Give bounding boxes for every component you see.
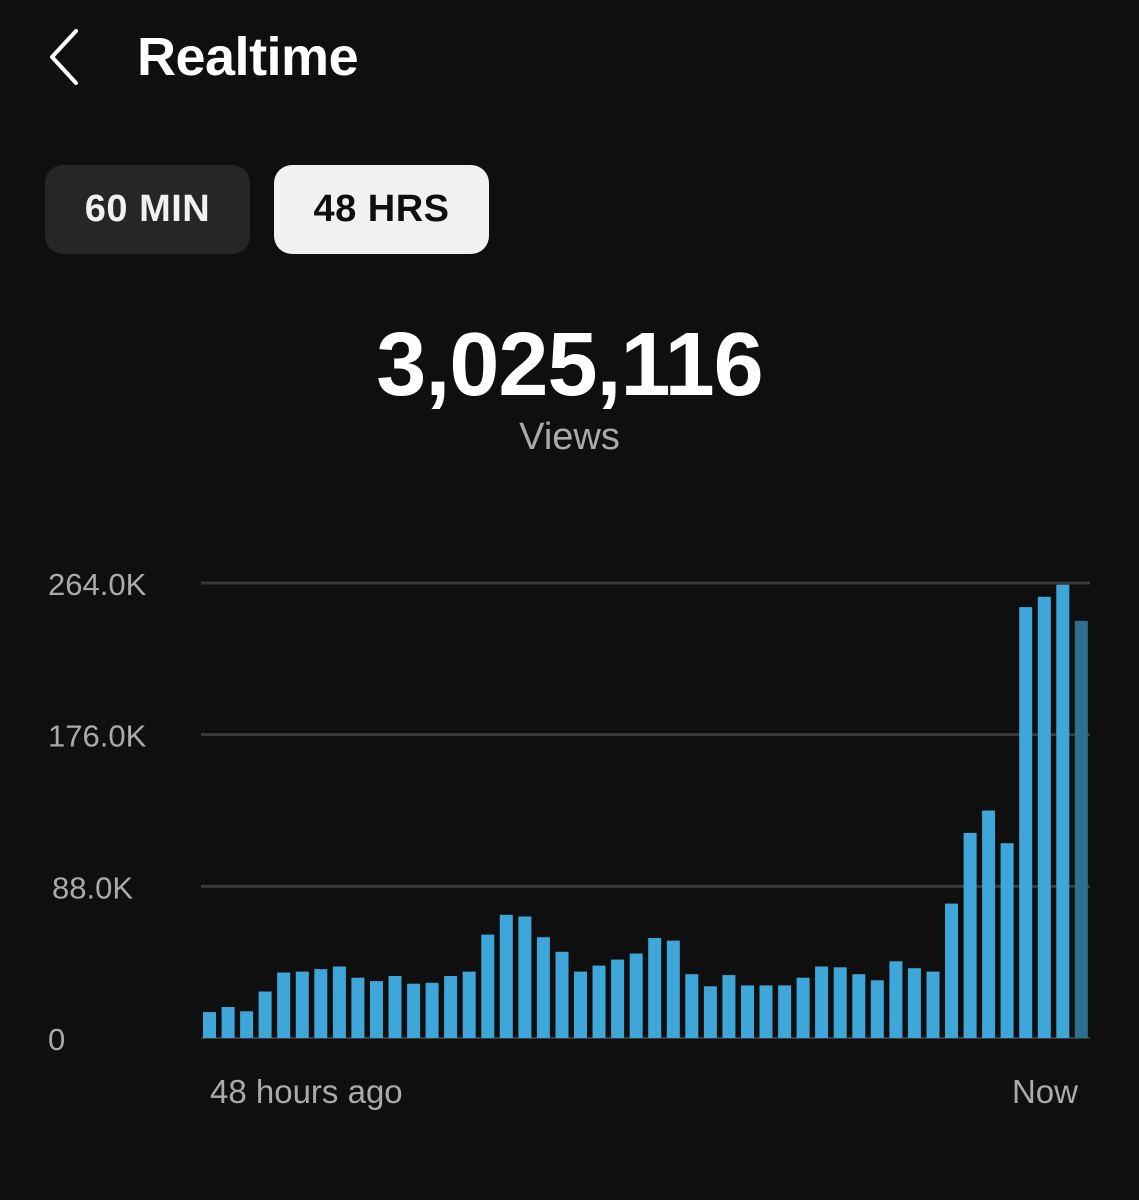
bar — [833, 967, 847, 1038]
bar — [759, 985, 773, 1038]
bar — [499, 914, 513, 1038]
bar — [332, 966, 346, 1038]
bar — [425, 982, 439, 1038]
bar — [815, 966, 829, 1038]
bar — [277, 972, 291, 1038]
bar — [258, 991, 272, 1038]
bar — [240, 1011, 254, 1038]
tab-48-hrs[interactable]: 48 HRS — [274, 165, 489, 254]
bar — [648, 938, 662, 1038]
bar — [1000, 843, 1014, 1038]
views-label: Views — [519, 416, 620, 458]
bar — [351, 977, 365, 1038]
bar — [907, 968, 921, 1038]
y-tick-label: 264.0K — [48, 567, 147, 602]
bar-current-hour — [1074, 620, 1088, 1038]
bar — [407, 983, 421, 1038]
views-bar-chart: 0 88.0K 176.0K 264.0K — [48, 567, 1090, 1057]
bar — [314, 969, 328, 1038]
bar — [611, 959, 625, 1038]
bar — [963, 832, 977, 1038]
back-button[interactable] — [36, 24, 96, 90]
bar — [388, 976, 402, 1038]
bar — [852, 974, 866, 1038]
bar — [1037, 596, 1051, 1038]
x-axis-start-label: 48 hours ago — [210, 1073, 403, 1110]
bar — [685, 974, 699, 1038]
y-tick-label: 88.0K — [52, 870, 133, 905]
bar — [889, 961, 903, 1038]
bar — [555, 951, 569, 1038]
bar — [945, 903, 958, 1038]
bar — [666, 940, 680, 1038]
bar — [536, 937, 550, 1038]
bar — [741, 985, 754, 1038]
bar — [722, 975, 736, 1038]
bar — [1056, 584, 1070, 1038]
bar — [926, 971, 940, 1038]
bar — [462, 971, 476, 1038]
bar — [518, 916, 532, 1038]
bar — [221, 1007, 235, 1038]
bar — [629, 953, 643, 1038]
bar — [481, 934, 495, 1038]
y-tick-label: 0 — [48, 1022, 65, 1057]
bar — [574, 971, 587, 1038]
x-axis-end-label: Now — [1011, 1073, 1078, 1110]
chevron-left-icon — [50, 29, 78, 85]
bar — [203, 1012, 216, 1038]
page-title: Realtime — [137, 27, 359, 87]
bar — [1019, 607, 1033, 1038]
bar — [870, 980, 884, 1038]
bar — [295, 971, 309, 1038]
views-total: 3,025,116 — [376, 315, 763, 415]
tab-60-min[interactable]: 60 MIN — [45, 165, 250, 254]
y-tick-label: 176.0K — [48, 719, 147, 754]
bar — [592, 965, 606, 1038]
bar — [778, 985, 792, 1038]
bar — [982, 810, 996, 1038]
bar — [703, 986, 717, 1038]
bar — [796, 977, 810, 1038]
bar — [444, 976, 458, 1038]
bar — [370, 981, 383, 1038]
